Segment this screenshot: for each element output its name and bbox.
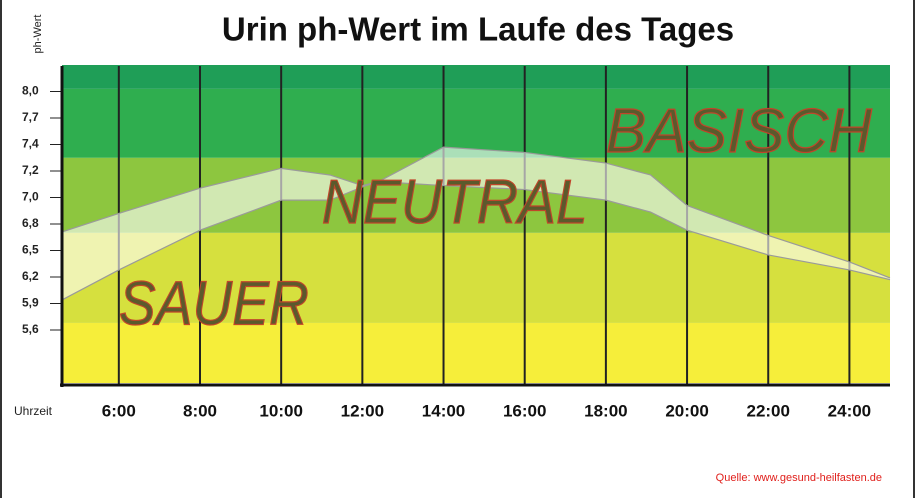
range-line [61,146,891,279]
chart-title: Urin ph-Wert im Laufe des Tages [222,11,734,48]
y-tick-label: 6,8 [22,216,39,230]
x-tick-label: 14:00 [422,401,465,420]
zone-label: NEUTRAL [322,168,588,237]
zone-label: SAUER [119,269,309,338]
x-tick-label: 12:00 [341,401,384,420]
x-tick-label: 6:00 [102,401,136,420]
x-tick-label: 18:00 [584,401,627,420]
x-tick-label: 10:00 [259,401,302,420]
y-tick-label: 5,9 [22,296,39,310]
x-tick-label: 20:00 [665,401,708,420]
y-tick-label: 6,5 [22,243,39,257]
x-axis-label: Uhrzeit [14,404,53,418]
y-tick-label: 7,2 [22,163,39,177]
range-fill [62,147,890,300]
range-line [61,180,891,301]
zone-band [62,65,890,89]
y-tick-label: 7,0 [22,190,39,204]
y-axis-label: ph-Wert [32,15,44,54]
x-tick-label: 16:00 [503,401,546,420]
x-tick-label: 8:00 [183,401,217,420]
x-tick-label: 22:00 [746,401,789,420]
x-tick-label: 24:00 [828,401,871,420]
y-tick-label: 6,2 [22,269,39,283]
y-tick-label: 7,7 [22,110,39,124]
source: Quelle: www.gesund-heilfasten.de [716,472,882,484]
zone-label: BASISCH [606,97,872,166]
y-tick-label: 5,6 [22,322,39,336]
y-tick-label: 7,4 [22,137,39,151]
y-tick-label: 8,0 [22,84,39,98]
